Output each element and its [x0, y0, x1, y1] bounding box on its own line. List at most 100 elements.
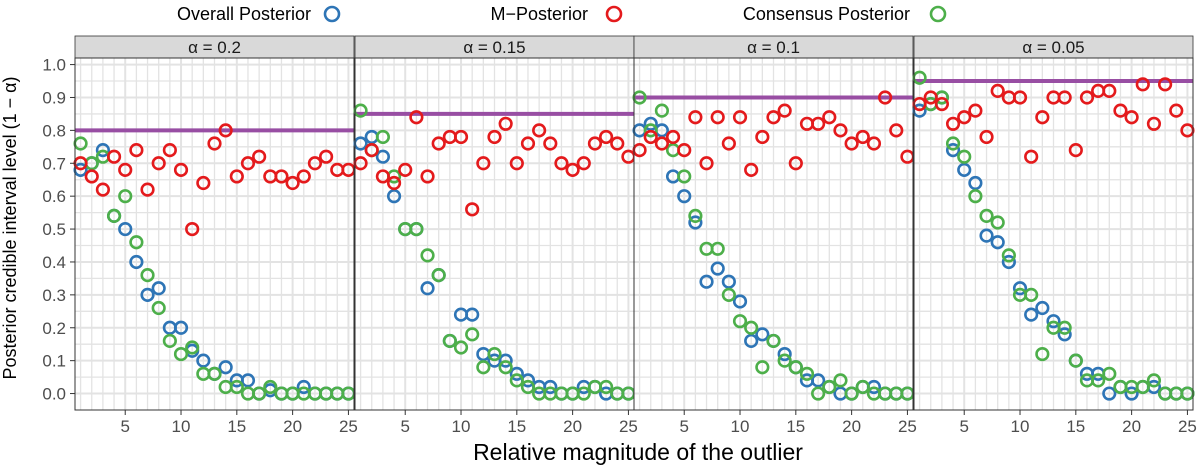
grid [75, 58, 354, 410]
data-point [1102, 83, 1117, 98]
data-point [811, 116, 826, 131]
data-point [1001, 248, 1016, 263]
data-point [375, 169, 391, 184]
x-tick-label: 15 [786, 417, 805, 436]
x-tick-label: 5 [400, 417, 409, 436]
data-point [532, 123, 547, 138]
data-point [118, 162, 133, 177]
panel-border [913, 57, 1194, 411]
data-point [207, 366, 222, 381]
data-point [744, 333, 759, 349]
data-point [398, 162, 413, 177]
data-point [386, 175, 402, 191]
data-point [375, 129, 391, 145]
data-point [196, 353, 211, 368]
data-point [889, 123, 904, 138]
data-point [721, 287, 736, 302]
data-point [979, 129, 994, 145]
x-axis-title: Relative magnitude of the outlier [473, 439, 803, 465]
y-axis: 0.0 0.1 0.2 0.3 0.4 0.5 0.6 0.7 0.8 0.9 1.0 [42, 56, 75, 404]
y-axis-title: Posterior credible interval level (1 − α… [0, 76, 20, 379]
data-point [285, 175, 300, 191]
x-tick-label: 5 [959, 417, 968, 436]
facet-label: α = 0.15 [463, 38, 525, 57]
data-point [185, 340, 200, 355]
data-point [420, 169, 435, 184]
data-point [833, 373, 848, 388]
data-point [173, 346, 189, 362]
facet-panel: α = 0.05 5 10 15 20 25 [912, 35, 1197, 436]
data-point [140, 182, 155, 197]
grid [914, 58, 1193, 410]
data-point [229, 169, 244, 184]
data-point [945, 136, 961, 151]
data-point [364, 143, 379, 158]
data-point [129, 235, 144, 250]
legend-key [323, 5, 341, 23]
data-point [409, 221, 424, 237]
y-tick-label: 0.5 [42, 220, 66, 239]
x-tick-label: 20 [1122, 417, 1141, 436]
x-tick-label: 25 [619, 417, 638, 436]
x-tick-label: 20 [842, 417, 861, 436]
y-tick-label: 0.1 [42, 352, 66, 371]
data-point [543, 136, 558, 151]
data-point [788, 156, 803, 171]
data-point [1124, 110, 1139, 125]
data-point [129, 254, 144, 270]
data-point [140, 268, 155, 283]
data-point [1012, 90, 1028, 105]
data-point [498, 360, 513, 375]
data-point [755, 360, 770, 375]
data-point [465, 307, 480, 322]
data-point [598, 379, 614, 395]
data-point [755, 327, 770, 342]
data-point [677, 143, 692, 158]
data-point [710, 261, 725, 276]
data-point [822, 379, 837, 395]
data-point [576, 386, 591, 401]
legend-key [605, 5, 623, 23]
data-point [565, 162, 580, 177]
data-point [453, 340, 469, 355]
data-point [554, 156, 569, 171]
x-tick-label: 10 [731, 417, 750, 436]
data-point [1113, 103, 1128, 118]
data-point [151, 300, 166, 316]
data-point [833, 123, 848, 138]
data-point [465, 202, 480, 217]
data-point [732, 110, 748, 125]
data-point [766, 333, 781, 349]
data-point [476, 156, 491, 171]
x-tick-label: 20 [283, 417, 302, 436]
data-point [185, 221, 200, 237]
data-point [822, 110, 837, 125]
data-point [420, 281, 435, 296]
legend-label: Consensus Posterior [743, 4, 910, 24]
data-point [788, 360, 803, 375]
data-point [465, 327, 480, 342]
data-point [811, 386, 826, 401]
data-point [1079, 90, 1095, 105]
panel-border [633, 57, 914, 411]
data-point [777, 103, 792, 118]
data-point [162, 333, 177, 349]
data-point [755, 129, 770, 145]
x-tick-label: 25 [1178, 417, 1197, 436]
data-point [979, 208, 994, 224]
data-point [699, 156, 714, 171]
data-point [643, 123, 658, 138]
data-point [643, 116, 658, 131]
data-point [677, 189, 692, 204]
data-point [1102, 366, 1117, 381]
data-point [375, 149, 391, 164]
facet-label: α = 0.2 [188, 38, 241, 57]
data-point [744, 162, 759, 177]
data-point [968, 103, 983, 118]
data-point [1135, 77, 1150, 92]
y-tick-label: 0.0 [42, 385, 66, 404]
x-tick-label: 5 [679, 417, 688, 436]
data-point [811, 373, 826, 388]
y-tick-label: 0.4 [42, 253, 66, 272]
data-point [654, 136, 670, 151]
